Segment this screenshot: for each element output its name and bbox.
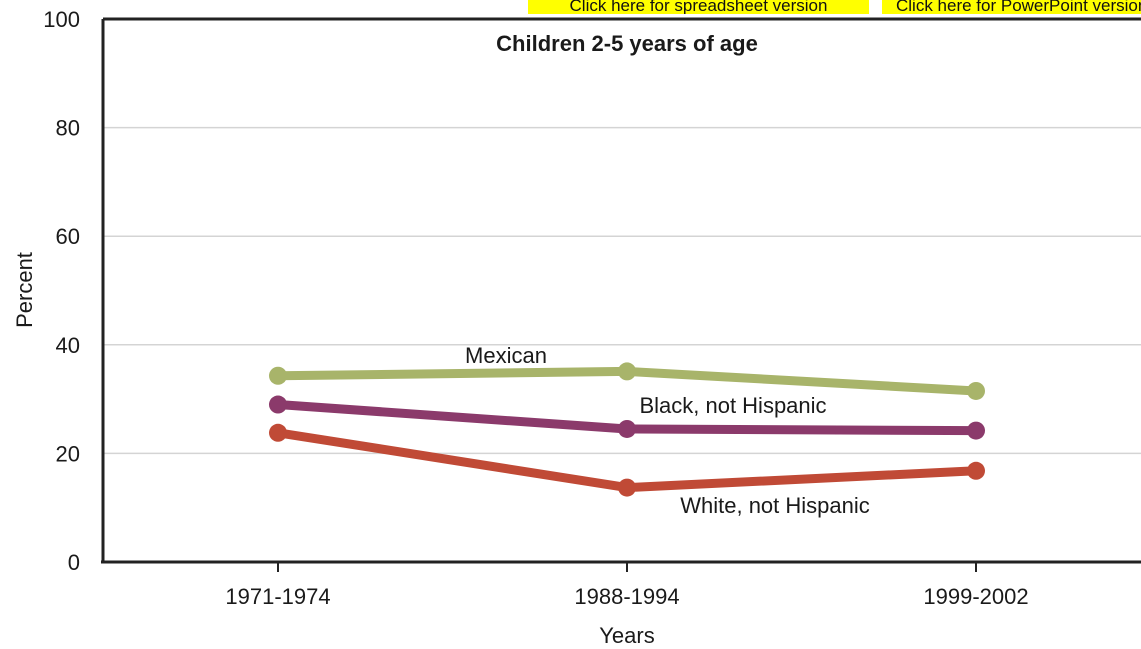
y-tick-label: 0 — [68, 550, 80, 575]
series-label: Black, not Hispanic — [639, 393, 826, 418]
data-point — [967, 381, 985, 400]
data-point — [269, 423, 287, 442]
y-axis-title: Percent — [12, 252, 37, 328]
x-tick-labels: 1971-1974 1988-1994 1999-2002 — [225, 584, 1028, 609]
data-point — [967, 421, 985, 440]
chart-title: Children 2-5 years of age — [496, 31, 758, 56]
x-tick-label: 1999-2002 — [923, 584, 1028, 609]
y-tick-label: 20 — [56, 441, 80, 466]
data-point — [967, 461, 985, 480]
data-point — [269, 395, 287, 414]
powerpoint-version-link[interactable]: Click here for PowerPoint version — [882, 0, 1141, 14]
x-tick-label: 1988-1994 — [574, 584, 679, 609]
series-labels: Mexican Black, not Hispanic White, not His… — [465, 343, 870, 518]
data-point — [269, 366, 287, 385]
x-tick-label: 1971-1974 — [225, 584, 330, 609]
y-tick-label: 40 — [56, 333, 80, 358]
grid-lines — [103, 126, 1141, 455]
y-tick-label: 60 — [56, 224, 80, 249]
spreadsheet-version-link[interactable]: Click here for spreadsheet version — [528, 0, 869, 14]
axes — [101, 17, 1141, 572]
data-point — [618, 478, 636, 497]
y-tick-label: 100 — [43, 7, 80, 32]
series-lines — [269, 362, 985, 497]
data-point — [618, 419, 636, 438]
y-tick-labels: 0 20 40 60 80 100 — [43, 7, 80, 575]
data-point — [618, 362, 636, 381]
series-label: Mexican — [465, 343, 547, 368]
series-label: White, not Hispanic — [680, 493, 870, 518]
y-tick-label: 80 — [56, 116, 80, 141]
x-axis-title: Years — [599, 623, 654, 648]
